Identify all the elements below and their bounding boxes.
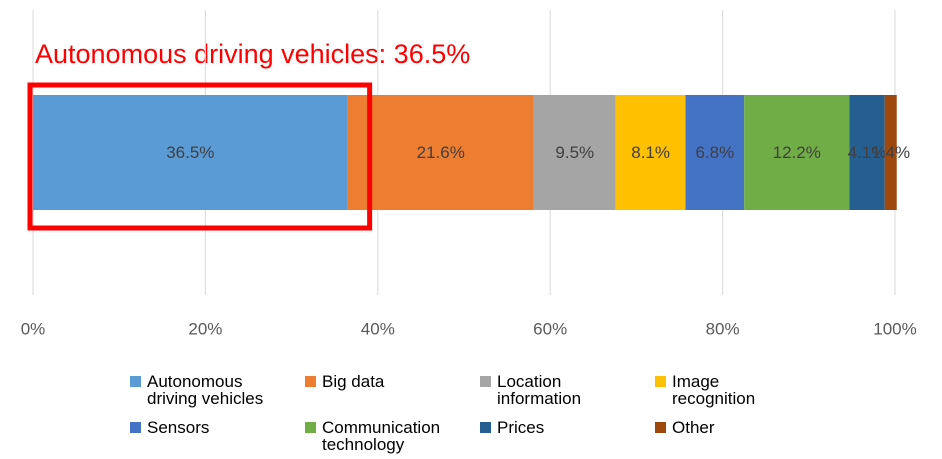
highlight-box [27, 82, 373, 231]
bar-segment [744, 95, 850, 210]
data-label: 36.5% [166, 143, 214, 162]
x-tick-label: 60% [533, 319, 567, 338]
legend-item: Other [655, 419, 797, 436]
legend-swatch [655, 376, 666, 387]
bar-segment [849, 95, 885, 210]
legend-swatch [480, 376, 491, 387]
legend-label: Big data [322, 372, 385, 391]
legend-item: Big data [305, 373, 447, 390]
legend-item: Communication technology [305, 419, 447, 453]
data-label: 9.5% [555, 143, 594, 162]
legend-label: Prices [497, 418, 545, 437]
bar-segment [884, 95, 897, 210]
legend-swatch [305, 422, 316, 433]
legend-label: Autonomous driving vehicles [147, 372, 264, 408]
data-label: 8.1% [631, 143, 670, 162]
x-tick-label: 100% [873, 319, 916, 338]
data-label: 1.4% [871, 143, 910, 162]
legend-item: Prices [480, 419, 622, 436]
legend-item: Image recognition [655, 373, 797, 407]
legend-item: Location information [480, 373, 622, 407]
bar-segment [33, 95, 348, 210]
legend-label: Communication technology [322, 418, 441, 454]
legend-label: Sensors [147, 418, 210, 437]
x-tick-label: 40% [361, 319, 395, 338]
legend-label: Other [672, 418, 715, 437]
legend-swatch [480, 422, 491, 433]
data-label: 6.8% [695, 143, 734, 162]
x-tick-label: 80% [706, 319, 740, 338]
legend-swatch [305, 376, 316, 387]
legend-label: Image recognition [672, 372, 756, 408]
x-tick-label: 20% [188, 319, 222, 338]
legend-label: Location information [497, 372, 582, 408]
data-label: 21.6% [417, 143, 465, 162]
data-label: 4.1% [848, 143, 887, 162]
bar-segment [685, 95, 745, 210]
data-label: 12.2% [773, 143, 821, 162]
legend-item: Sensors [130, 419, 272, 436]
legend-swatch [130, 422, 141, 433]
bar-segment [615, 95, 686, 210]
legend-swatch [655, 422, 666, 433]
bar-segment [347, 95, 534, 210]
x-tick-label: 0% [21, 319, 46, 338]
annotation: Autonomous driving vehicles: 36.5% [35, 39, 470, 69]
bar-segment [533, 95, 616, 210]
legend-swatch [130, 376, 141, 387]
legend-item: Autonomous driving vehicles [130, 373, 272, 407]
